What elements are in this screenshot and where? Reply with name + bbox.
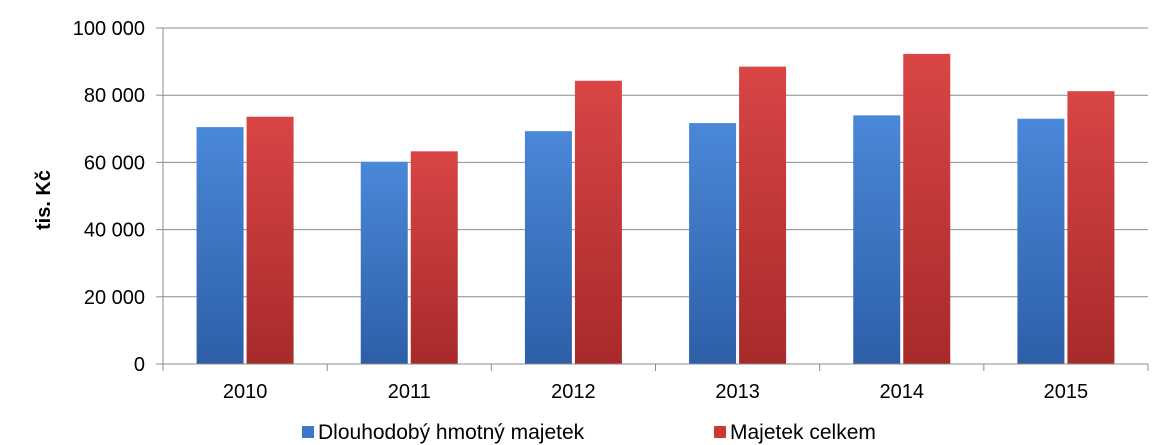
y-tick-label: 0 bbox=[134, 354, 145, 376]
y-tick-label: 40 000 bbox=[84, 220, 145, 242]
legend: Dlouhodobý hmotný majetek Majetek celkem bbox=[302, 421, 876, 444]
legend-swatch bbox=[302, 426, 314, 438]
x-tick-label: 2011 bbox=[388, 381, 431, 403]
x-tick-label: 2015 bbox=[1044, 381, 1089, 403]
bar-majetek-celkem-2014 bbox=[903, 53, 951, 364]
bars bbox=[196, 53, 1115, 365]
gridlines bbox=[156, 27, 1149, 371]
bar-dlouhodoby-hmotny-majetek-2011 bbox=[360, 161, 408, 364]
bar-majetek-celkem-2011 bbox=[410, 151, 458, 364]
x-tick-label: 2014 bbox=[880, 381, 925, 403]
bar-dlouhodoby-hmotny-majetek-2013 bbox=[689, 123, 737, 364]
bar-dlouhodoby-hmotny-majetek-2015 bbox=[1017, 118, 1065, 364]
y-tick-label: 60 000 bbox=[84, 152, 145, 174]
bar-dlouhodoby-hmotny-majetek-2012 bbox=[524, 131, 572, 364]
legend-label: Dlouhodobý hmotný majetek bbox=[318, 421, 585, 444]
bar-dlouhodoby-hmotny-majetek-2014 bbox=[853, 115, 901, 364]
legend-swatch bbox=[714, 426, 726, 438]
axes bbox=[162, 28, 1148, 365]
bar-majetek-celkem-2012 bbox=[574, 80, 622, 364]
legend-label: Majetek celkem bbox=[730, 421, 876, 444]
bar-majetek-celkem-2013 bbox=[739, 66, 787, 364]
y-tick-label: 80 000 bbox=[84, 85, 145, 107]
y-tick-label: 100 000 bbox=[73, 18, 145, 40]
x-tick-label: 2013 bbox=[715, 381, 760, 403]
bar-majetek-celkem-2015 bbox=[1067, 91, 1115, 364]
y-axis-title: tis. Kč bbox=[33, 170, 55, 230]
y-tick-label: 20 000 bbox=[84, 287, 145, 309]
bar-dlouhodoby-hmotny-majetek-2010 bbox=[196, 127, 244, 365]
x-tick-labels: 2010 2011 2012 2013 2014 2015 bbox=[223, 381, 1088, 403]
x-tick-label: 2012 bbox=[551, 381, 596, 403]
bar-majetek-celkem-2010 bbox=[246, 116, 294, 364]
y-tick-labels: 0 20 000 40 000 60 000 80 000 100 000 bbox=[73, 18, 145, 376]
x-tick-label: 2010 bbox=[223, 381, 268, 403]
